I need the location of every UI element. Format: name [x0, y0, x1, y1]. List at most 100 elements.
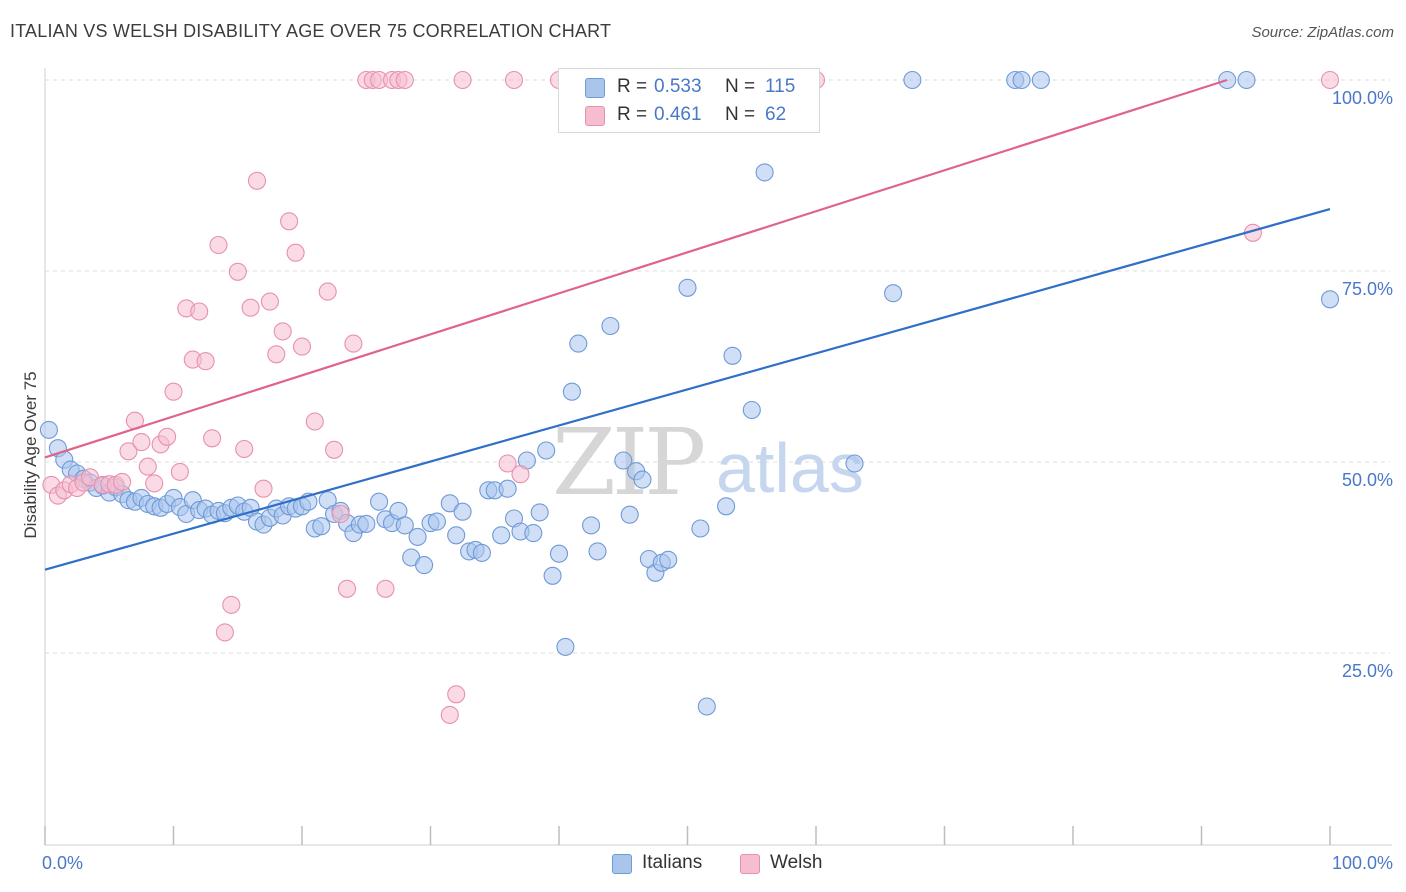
r-value: 0.461	[654, 104, 702, 125]
data-point	[39, 420, 58, 439]
data-point	[549, 544, 569, 563]
data-point	[415, 556, 434, 575]
data-point	[305, 412, 324, 431]
data-point	[1320, 290, 1340, 309]
data-point	[1237, 70, 1256, 90]
data-point	[370, 492, 389, 511]
legend-label-welsh: Welsh	[770, 852, 823, 873]
data-point	[447, 685, 466, 704]
data-point	[453, 502, 472, 521]
r-value: 0.533	[654, 76, 702, 97]
watermark: ZIP atlas	[552, 409, 864, 516]
welsh-legend-swatch	[740, 854, 760, 874]
data-point	[331, 504, 350, 524]
data-point	[286, 243, 305, 262]
data-point	[357, 514, 376, 533]
data-point	[228, 262, 247, 281]
data-point	[260, 292, 279, 311]
trendline-italians	[44, 208, 1331, 571]
y-tick-label: 25.0%	[1342, 661, 1393, 681]
data-point	[562, 382, 581, 401]
watermark-atlas: atlas	[716, 429, 864, 507]
data-point	[582, 516, 601, 535]
data-point	[697, 697, 716, 716]
data-point	[337, 579, 357, 598]
data-point	[511, 465, 530, 484]
chart-source: Source: ZipAtlas.com	[1251, 24, 1394, 41]
n-label: N =	[725, 76, 756, 97]
y-tick-label: 75.0%	[1342, 279, 1393, 299]
data-point	[196, 352, 215, 371]
data-point	[132, 433, 151, 452]
data-point	[292, 337, 312, 356]
x-tick-label: 100.0%	[1332, 853, 1393, 873]
data-point	[254, 479, 273, 498]
data-point	[845, 454, 864, 473]
data-point	[1031, 70, 1050, 90]
data-point	[215, 623, 234, 642]
data-point	[524, 524, 543, 543]
data-point	[138, 457, 157, 476]
data-point	[1320, 70, 1340, 90]
n-value: 62	[765, 104, 787, 125]
data-point	[427, 512, 446, 531]
data-point	[312, 517, 331, 536]
data-point	[241, 298, 260, 317]
stats-row-welsh: R = 0.461 N = 62	[559, 101, 819, 129]
series-italians	[39, 70, 1340, 716]
italians-legend-swatch	[612, 854, 632, 874]
n-value: 115	[765, 76, 796, 97]
data-point	[203, 429, 222, 448]
data-point	[903, 70, 922, 90]
data-point	[569, 334, 588, 353]
data-point	[222, 595, 241, 614]
data-point	[723, 346, 742, 365]
data-point	[190, 302, 209, 321]
r-label: R =	[617, 104, 648, 125]
data-point	[588, 542, 607, 561]
data-point	[280, 212, 299, 231]
data-point	[113, 472, 132, 491]
data-point	[691, 519, 710, 538]
correlation-stats-box: R = 0.533 N = 115 R = 0.461 N = 62	[558, 68, 820, 133]
data-point	[614, 451, 633, 470]
data-point	[755, 163, 774, 182]
data-point	[145, 474, 164, 493]
data-point	[158, 427, 177, 446]
trendline-welsh	[44, 78, 1228, 459]
y-tick-label: 100.0%	[1332, 88, 1393, 108]
series-welsh	[42, 70, 1340, 724]
data-point	[492, 526, 511, 545]
y-tick-label: 50.0%	[1342, 470, 1393, 490]
data-point	[498, 454, 517, 473]
data-point	[440, 494, 459, 513]
data-point	[395, 516, 414, 535]
data-point	[472, 543, 491, 562]
data-point	[633, 470, 652, 489]
data-point	[556, 637, 575, 656]
data-points	[39, 70, 1340, 724]
r-label: R =	[617, 76, 648, 97]
data-point	[344, 334, 363, 353]
data-point	[1012, 70, 1031, 90]
data-point	[620, 505, 639, 524]
data-point	[659, 550, 678, 569]
italians-swatch	[585, 78, 605, 98]
data-point	[504, 70, 524, 90]
data-point	[678, 278, 697, 297]
chart-title: ITALIAN VS WELSH DISABILITY AGE OVER 75 …	[10, 21, 612, 41]
welsh-swatch	[585, 106, 605, 126]
data-point	[235, 439, 254, 459]
data-point	[376, 579, 395, 598]
data-point	[717, 497, 736, 516]
x-tick-labels: 0.0% 100.0%	[42, 853, 1393, 873]
data-point	[537, 441, 556, 460]
data-point	[408, 527, 427, 546]
data-point	[273, 322, 292, 341]
data-point	[164, 382, 183, 401]
legend-label-italians: Italians	[642, 852, 703, 873]
y-tick-labels: 100.0% 75.0% 50.0% 25.0%	[1332, 88, 1393, 681]
data-point	[440, 705, 459, 724]
stats-row-italians: R = 0.533 N = 115	[559, 73, 819, 101]
data-point	[453, 70, 472, 90]
